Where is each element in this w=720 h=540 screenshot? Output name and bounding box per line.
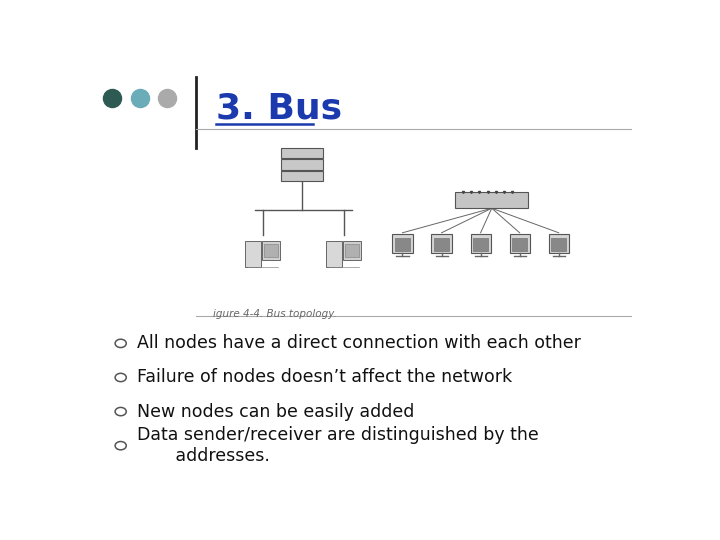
Bar <box>510 234 530 253</box>
Bar <box>281 148 323 158</box>
Bar <box>343 241 361 260</box>
Bar <box>512 238 527 251</box>
Bar <box>431 234 451 253</box>
Circle shape <box>115 442 126 450</box>
Bar <box>473 238 488 251</box>
Bar <box>552 238 566 251</box>
Bar <box>262 241 280 260</box>
Circle shape <box>115 373 126 382</box>
Text: Failure of nodes doesn’t affect the network: Failure of nodes doesn’t affect the netw… <box>138 368 513 387</box>
Bar <box>456 192 528 208</box>
Text: New nodes can be easily added: New nodes can be easily added <box>138 403 415 421</box>
Bar <box>471 234 490 253</box>
Bar <box>395 238 410 251</box>
Bar <box>245 241 261 267</box>
Bar <box>326 241 342 267</box>
Bar <box>281 159 323 170</box>
Text: All nodes have a direct connection with each other: All nodes have a direct connection with … <box>138 334 581 353</box>
Circle shape <box>115 407 126 416</box>
Bar <box>264 244 278 256</box>
Bar <box>281 171 323 181</box>
Text: 3. Bus: 3. Bus <box>215 91 342 125</box>
Text: Data sender/receiver are distinguished by the
       addresses.: Data sender/receiver are distinguished b… <box>138 426 539 465</box>
Bar <box>345 244 359 256</box>
Bar <box>392 234 413 253</box>
Bar <box>434 238 449 251</box>
Bar <box>549 234 569 253</box>
Text: igure 4-4. Bus topology.: igure 4-4. Bus topology. <box>213 309 337 319</box>
Circle shape <box>115 339 126 348</box>
